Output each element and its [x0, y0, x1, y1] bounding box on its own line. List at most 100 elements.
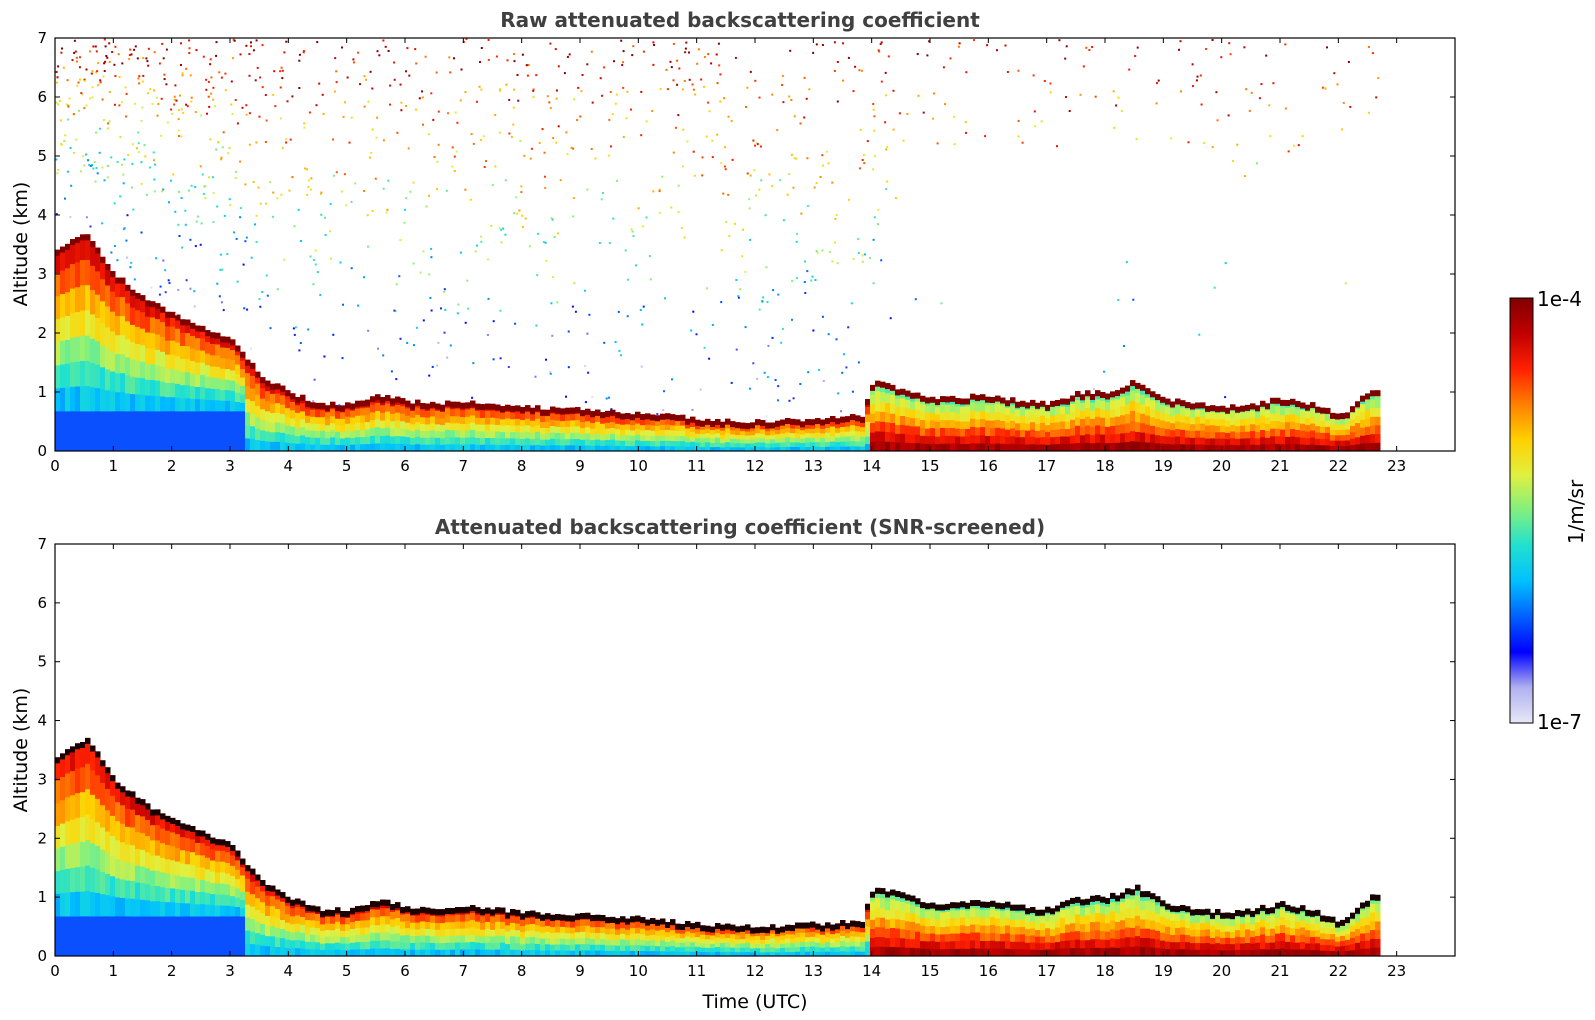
noise-pixel [756, 377, 759, 380]
layer-cell [1275, 443, 1281, 452]
layer-cell [775, 952, 781, 957]
noise-pixel [436, 160, 439, 163]
noise-pixel [202, 55, 205, 58]
noise-pixel [684, 51, 687, 54]
layer-cell [900, 901, 906, 911]
layer-cell [170, 902, 176, 917]
layer-cell [1005, 414, 1011, 423]
layer-cell [840, 441, 846, 447]
layer-cell [755, 437, 761, 443]
noise-pixel [1198, 333, 1201, 336]
layer-cell [690, 951, 696, 957]
layer-cell [980, 426, 986, 436]
noise-pixel [403, 221, 406, 224]
layer-cell [775, 446, 781, 452]
layer-cell [945, 941, 951, 949]
noise-pixel [749, 387, 751, 390]
noise-pixel [804, 260, 806, 263]
layer-cell [260, 890, 266, 903]
layer-cell [530, 930, 536, 937]
layer-cell [170, 396, 176, 412]
layer-cell [745, 439, 751, 444]
noise-pixel [677, 114, 680, 117]
layer-cell [865, 421, 871, 430]
noise-pixel [121, 163, 123, 166]
layer-cell [760, 935, 766, 940]
layer-cell [755, 432, 761, 438]
layer-cell [165, 887, 171, 903]
noise-pixel [669, 60, 672, 63]
layer-cell [910, 409, 916, 419]
noise-pixel [365, 78, 367, 81]
noise-pixel [699, 388, 702, 391]
layer-cell [975, 908, 981, 917]
layer-cell [865, 941, 871, 950]
layer-cell [1110, 442, 1116, 452]
noise-pixel [279, 117, 282, 120]
noise-pixel [819, 176, 822, 178]
snr-heatmap [55, 737, 1381, 957]
noise-pixel [399, 337, 402, 340]
layer-cell [85, 788, 91, 815]
layer-cell [1085, 433, 1091, 443]
layer-top-cell [870, 891, 876, 898]
noise-pixel [329, 230, 331, 233]
layer-cell [920, 948, 926, 957]
noise-pixel [609, 91, 612, 93]
layer-cell [120, 841, 126, 861]
layer-cell [755, 951, 761, 957]
layer-cell [225, 358, 231, 370]
layer-cell [300, 932, 306, 941]
noise-pixel [220, 156, 223, 159]
layer-cell [260, 387, 266, 399]
layer-cell [210, 388, 216, 401]
noise-pixel [399, 239, 402, 242]
layer-cell [275, 937, 281, 947]
layer-cell [535, 411, 541, 419]
layer-cell [930, 948, 936, 957]
layer-cell [1370, 416, 1376, 426]
noise-pixel [680, 227, 683, 230]
layer-cell [805, 927, 811, 933]
layer-top-cell [195, 830, 201, 837]
layer-cell [55, 848, 61, 872]
noise-pixel [677, 211, 680, 214]
noise-pixel [444, 308, 447, 311]
surface-band-cell [80, 410, 86, 451]
layer-cell [615, 923, 621, 930]
noise-pixel [781, 327, 784, 330]
layer-cell [820, 934, 826, 940]
layer-top-cell [580, 913, 586, 919]
layer-cell [915, 947, 921, 957]
layer-top-cell [165, 311, 171, 318]
layer-cell [555, 938, 561, 945]
layer-cell [1115, 442, 1121, 452]
layer-cell [815, 446, 821, 452]
noise-pixel [640, 134, 643, 137]
noise-pixel [103, 119, 105, 122]
noise-pixel [188, 47, 191, 50]
layer-cell [875, 946, 881, 957]
layer-cell [1295, 443, 1301, 452]
layer-cell [110, 795, 116, 816]
layer-cell [455, 408, 461, 417]
layer-cell [160, 828, 166, 844]
layer-top-cell [1345, 412, 1351, 419]
layer-cell [825, 441, 831, 447]
layer-cell [370, 940, 376, 949]
noise-pixel [166, 121, 169, 124]
layer-cell [380, 907, 386, 917]
noise-pixel [189, 238, 192, 241]
noise-pixel [103, 70, 106, 72]
layer-cell [165, 396, 171, 412]
layer-cell [1020, 408, 1026, 416]
layer-cell [435, 444, 441, 452]
layer-top-cell [290, 899, 296, 906]
x-tick-label: 19 [1154, 457, 1173, 475]
layer-cell [155, 334, 161, 350]
layer-top-cell [460, 907, 466, 914]
layer-cell [415, 922, 421, 930]
layer-cell [905, 433, 911, 443]
layer-top-cell [365, 399, 371, 406]
layer-cell [535, 437, 541, 445]
